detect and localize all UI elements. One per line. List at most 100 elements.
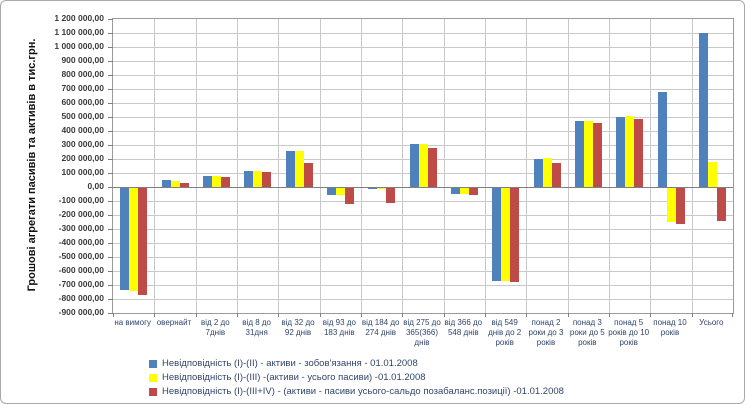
y-tick-label: -100 000,00 (58, 195, 104, 205)
h-gridline (113, 61, 733, 62)
h-gridline (113, 47, 733, 48)
bar (294, 150, 304, 187)
bar (129, 188, 139, 291)
v-gridline (609, 19, 610, 313)
x-axis-tick-mark (237, 313, 238, 317)
y-axis-tick-mark (108, 75, 113, 76)
h-gridline (113, 131, 733, 132)
x-category-label: Усього (699, 318, 724, 327)
x-axis-tick-mark (567, 313, 569, 317)
legend-item: Невідповідність (І)-(ІІ) - активи - зобо… (149, 358, 564, 369)
x-axis-tick-mark (526, 313, 528, 317)
x-category-label: від 549 днів до 2 років (488, 318, 522, 347)
h-gridline (113, 103, 733, 104)
bar (220, 176, 230, 187)
y-tick-label: -400 000,00 (58, 237, 104, 247)
bar (450, 188, 460, 195)
y-tick-label: 100 000,00 (61, 167, 104, 177)
bar (459, 188, 469, 195)
bar (161, 180, 171, 187)
y-tick-label: -800 000,00 (58, 293, 104, 303)
y-axis-tick-mark (108, 103, 113, 104)
y-axis-tick-mark (108, 285, 113, 286)
y-tick-label: -900 000,00 (58, 307, 104, 317)
bar (583, 121, 593, 187)
legend-label: Невідповідність (І)-(ІІІ+ІV) - (активи -… (162, 386, 564, 397)
x-category-label: понад 2 роки до 3 років (528, 318, 564, 347)
x-axis-tick-mark (691, 313, 693, 317)
h-gridline (113, 75, 733, 76)
v-gridline (237, 19, 238, 313)
x-axis-tick-mark (609, 313, 610, 317)
x-axis-tick-mark (278, 313, 280, 317)
x-category-label: від 275 до 365(366) днів (403, 318, 441, 347)
legend-label: Невідповідність (І)-(ІІ) - активи - зобо… (162, 358, 418, 369)
y-axis-tick-mark (108, 47, 113, 48)
zero-axis-line (113, 187, 733, 188)
bar (120, 188, 130, 291)
bar (335, 188, 345, 196)
x-category-label: понад 3 роки до 5 років (569, 318, 605, 347)
bar (616, 117, 626, 187)
v-gridline (154, 19, 156, 313)
v-gridline (402, 19, 404, 313)
legend-marker-icon (149, 359, 157, 368)
x-category-label: овернайт (156, 318, 192, 327)
h-gridline (113, 201, 733, 202)
y-axis-tick-mark (108, 117, 113, 118)
y-axis-tick-mark (108, 299, 113, 300)
bar (138, 188, 148, 296)
legend-marker-icon (149, 373, 157, 382)
x-axis-tick-mark (195, 313, 197, 317)
h-gridline (113, 243, 733, 244)
x-category-label: від 184 до 274 днів (361, 318, 400, 337)
y-axis-tick-mark (108, 33, 113, 34)
v-gridline (691, 19, 693, 313)
bar (675, 188, 685, 225)
h-gridline (113, 271, 733, 272)
x-category-label: від 366 до 548 днів (444, 318, 483, 337)
bar (409, 143, 419, 187)
bar (574, 121, 584, 187)
bar (666, 188, 676, 222)
y-tick-label: 1 200 000,00 (54, 13, 104, 23)
y-axis-tick-mark (108, 257, 113, 258)
bar (716, 188, 726, 221)
x-axis-tick-mark (650, 313, 652, 317)
x-axis-tick-mark (732, 313, 733, 317)
v-gridline (485, 19, 486, 313)
h-gridline (113, 299, 733, 300)
y-tick-label: 500 000,00 (61, 111, 104, 121)
bar (262, 172, 272, 187)
x-category-label: на вимогу (114, 318, 151, 327)
bar (492, 188, 502, 282)
y-tick-label: 200 000,00 (61, 153, 104, 163)
v-gridline (443, 19, 445, 313)
bar (386, 188, 396, 203)
h-gridline (113, 229, 733, 230)
v-gridline (278, 19, 280, 313)
y-tick-label: 300 000,00 (61, 139, 104, 149)
x-axis-tick-mark (319, 313, 321, 317)
h-gridline (113, 117, 733, 118)
h-gridline (113, 285, 733, 286)
x-category-label: від 93 до 183 днів (322, 318, 356, 337)
h-gridline (113, 215, 733, 216)
bar (377, 188, 387, 190)
x-category-label: від 32 до 92 днів (281, 318, 315, 337)
bar (501, 188, 511, 282)
bar (698, 33, 708, 187)
v-gridline (650, 19, 652, 313)
x-category-label: понад 10 років (653, 318, 687, 337)
bar (707, 162, 717, 187)
legend-marker-icon (149, 387, 157, 396)
legend-label: Невідповідність (І)-(ІІІ) -(активи - усь… (162, 372, 426, 383)
x-axis-tick-mark (154, 313, 156, 317)
x-axis-tick-mark (443, 313, 445, 317)
legend-item: Невідповідність (І)-(ІІІ+ІV) - (активи -… (149, 386, 564, 397)
y-tick-label: 1 000 000,00 (54, 41, 104, 51)
bar (542, 158, 552, 187)
h-gridline (113, 89, 733, 90)
y-tick-label: 1 100 000,00 (54, 27, 104, 37)
